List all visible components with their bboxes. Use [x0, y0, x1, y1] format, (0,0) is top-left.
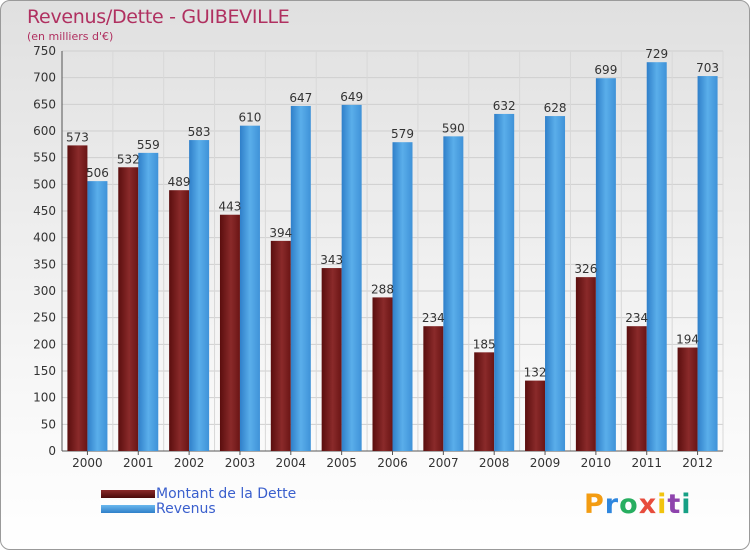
bar-revenus	[697, 76, 718, 452]
logo-letter: i	[681, 489, 692, 520]
legend-swatch-debt	[101, 490, 155, 498]
data-label: 647	[289, 91, 312, 105]
data-label: 326	[574, 262, 597, 276]
bar-revenus	[87, 181, 108, 451]
legend-label-revenus: Revenus	[156, 501, 216, 517]
y-tick-label: 150	[33, 364, 56, 378]
bar-revenus	[646, 62, 667, 451]
logo-letter: P	[584, 489, 605, 520]
x-tick-label: 2002	[174, 456, 205, 470]
y-tick-label: 250	[33, 311, 56, 325]
data-label: 729	[645, 47, 668, 61]
data-label: 185	[473, 337, 496, 351]
data-label: 649	[340, 90, 363, 104]
y-tick-label: 50	[41, 417, 56, 431]
y-tick-label: 200	[33, 337, 56, 351]
bar-revenus	[392, 142, 413, 451]
x-tick-label: 2000	[72, 456, 103, 470]
data-label: 194	[676, 333, 699, 347]
bar-revenus	[239, 125, 260, 452]
data-label: 628	[544, 101, 567, 115]
bar-dette	[423, 326, 444, 451]
proxiti-logo: Proxiti	[584, 489, 692, 520]
data-label: 573	[66, 130, 89, 144]
data-label: 703	[696, 61, 719, 75]
data-label: 532	[117, 152, 140, 166]
x-tick-label: 2012	[682, 456, 713, 470]
chart-title: Revenus/Dette - GUIBEVILLE	[27, 6, 290, 28]
data-label: 234	[422, 311, 445, 325]
y-tick-label: 0	[48, 444, 56, 458]
legend-label-debt: Montant de la Dette	[156, 486, 297, 502]
bar-dette	[677, 347, 698, 451]
data-label: 579	[391, 127, 414, 141]
y-tick-label: 550	[33, 151, 56, 165]
data-label: 343	[320, 253, 343, 267]
logo-letter: t	[667, 489, 682, 520]
y-tick-label: 700	[33, 71, 56, 85]
bar-revenus	[545, 116, 566, 452]
y-tick-label: 450	[33, 204, 56, 218]
x-tick-label: 2008	[479, 456, 510, 470]
y-tick-label: 100	[33, 391, 56, 405]
data-label: 443	[219, 200, 242, 214]
y-tick-label: 650	[33, 97, 56, 111]
bar-revenus	[494, 113, 515, 451]
bar-revenus	[189, 140, 210, 452]
y-tick-label: 400	[33, 231, 56, 245]
data-label: 394	[269, 226, 292, 240]
chart-subtitle: (en milliers d'€)	[27, 30, 114, 43]
bar-dette	[67, 145, 88, 451]
bar-revenus	[341, 104, 362, 451]
data-label: 583	[188, 125, 211, 139]
bar-dette	[575, 277, 596, 451]
x-tick-label: 2007	[428, 456, 459, 470]
legend-swatch-revenus	[101, 505, 155, 513]
y-tick-label: 600	[33, 124, 56, 138]
data-label: 559	[137, 138, 160, 152]
x-tick-label: 2010	[581, 456, 612, 470]
data-label: 489	[168, 175, 191, 189]
logo-letter: i	[657, 489, 668, 520]
data-label: 590	[442, 121, 465, 135]
data-label: 132	[524, 366, 547, 380]
data-label: 699	[594, 63, 617, 77]
y-tick-label: 350	[33, 257, 56, 271]
data-label: 610	[239, 111, 262, 125]
x-tick-label: 2001	[123, 456, 154, 470]
bar-dette	[372, 297, 393, 451]
bar-dette	[626, 326, 647, 451]
y-tick-label: 300	[33, 284, 56, 298]
x-tick-label: 2009	[530, 456, 561, 470]
bar-dette	[169, 190, 190, 451]
bar-dette	[474, 352, 495, 451]
bar-dette	[321, 268, 342, 451]
x-tick-label: 2003	[225, 456, 256, 470]
data-label: 288	[371, 282, 394, 296]
bar-revenus	[290, 105, 311, 451]
bar-dette	[525, 380, 546, 451]
bar-dette	[118, 167, 139, 451]
x-tick-label: 2011	[631, 456, 662, 470]
x-tick-label: 2004	[276, 456, 307, 470]
bar-layer	[67, 62, 718, 452]
data-label: 234	[625, 311, 648, 325]
y-tick-label: 750	[33, 44, 56, 58]
logo-letter: r	[604, 489, 620, 520]
bar-revenus	[443, 136, 464, 452]
bar-revenus	[138, 152, 159, 451]
bar-dette	[219, 214, 240, 451]
data-label: 506	[86, 166, 109, 180]
bar-dette	[270, 240, 291, 451]
y-tick-label: 500	[33, 177, 56, 191]
logo-letter: o	[619, 489, 639, 520]
x-tick-label: 2006	[377, 456, 408, 470]
data-label: 632	[493, 99, 516, 113]
x-tick-label: 2005	[326, 456, 357, 470]
logo-letter: x	[638, 489, 658, 520]
bar-revenus	[595, 78, 616, 451]
